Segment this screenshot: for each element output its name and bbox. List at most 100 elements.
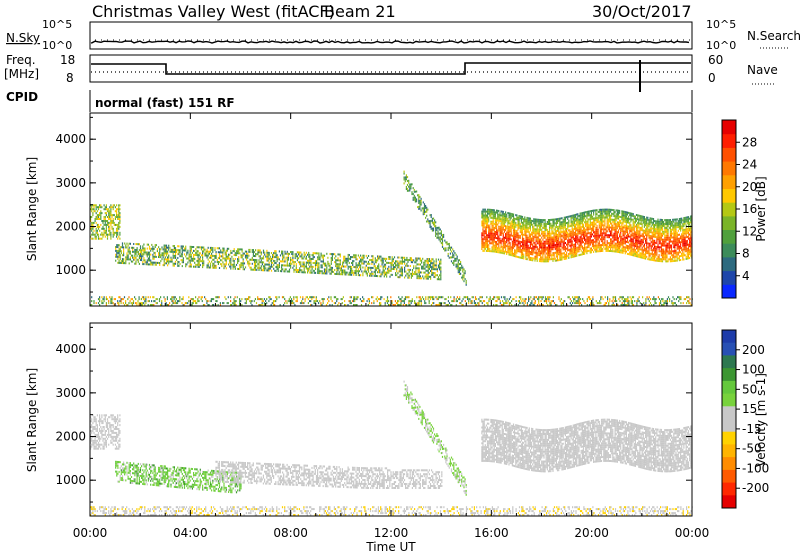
cell bbox=[103, 216, 105, 218]
cell bbox=[536, 236, 538, 239]
cell bbox=[520, 221, 522, 224]
cell bbox=[585, 238, 587, 241]
cell bbox=[581, 214, 583, 216]
cell bbox=[600, 246, 603, 249]
cell bbox=[367, 266, 370, 269]
cell bbox=[358, 270, 361, 273]
cell bbox=[573, 245, 576, 248]
cell bbox=[571, 228, 573, 231]
cell bbox=[629, 251, 631, 254]
cell bbox=[431, 270, 433, 272]
cell bbox=[526, 238, 528, 241]
cell bbox=[110, 231, 112, 234]
cell bbox=[348, 273, 350, 276]
cell bbox=[635, 231, 638, 234]
cell bbox=[524, 232, 526, 235]
cell bbox=[575, 217, 577, 220]
cell bbox=[110, 237, 112, 240]
cell bbox=[535, 246, 537, 248]
cell bbox=[624, 213, 626, 215]
cell bbox=[633, 242, 635, 245]
cell bbox=[437, 230, 439, 233]
cell bbox=[621, 249, 623, 252]
cell bbox=[533, 251, 535, 254]
cell bbox=[171, 248, 173, 251]
cell bbox=[516, 224, 518, 227]
cell bbox=[500, 226, 502, 229]
cell bbox=[526, 244, 528, 247]
cell bbox=[533, 257, 535, 260]
cell bbox=[624, 215, 626, 217]
cell bbox=[518, 234, 520, 237]
cell bbox=[537, 248, 539, 251]
cell bbox=[425, 265, 427, 268]
cell bbox=[588, 232, 590, 235]
cell bbox=[626, 211, 629, 214]
cell bbox=[170, 250, 172, 253]
cell bbox=[649, 229, 651, 232]
cell bbox=[568, 215, 570, 218]
cell bbox=[242, 254, 244, 257]
cell bbox=[610, 250, 612, 252]
cell bbox=[556, 220, 559, 222]
cell bbox=[632, 224, 634, 227]
cell bbox=[303, 251, 305, 254]
cell bbox=[570, 215, 572, 218]
cell bbox=[628, 217, 630, 220]
cell bbox=[312, 262, 314, 264]
cell bbox=[404, 178, 406, 181]
cell bbox=[174, 260, 177, 263]
cell bbox=[332, 253, 335, 256]
cell bbox=[626, 225, 629, 228]
cell bbox=[650, 231, 652, 234]
cell bbox=[617, 241, 620, 244]
cell bbox=[584, 250, 586, 253]
cell bbox=[652, 255, 655, 258]
cell bbox=[622, 210, 624, 213]
cell bbox=[427, 208, 429, 211]
cell bbox=[542, 250, 544, 253]
cell bbox=[633, 217, 635, 220]
cell bbox=[578, 232, 580, 235]
cell bbox=[564, 257, 566, 260]
cell bbox=[308, 261, 310, 264]
cell bbox=[576, 235, 578, 238]
cell bbox=[568, 235, 570, 238]
cell bbox=[437, 264, 440, 267]
cell bbox=[416, 267, 418, 270]
cell bbox=[590, 227, 592, 230]
cell bbox=[550, 242, 552, 245]
cell bbox=[482, 234, 484, 237]
cell bbox=[437, 236, 439, 239]
cell bbox=[422, 275, 424, 278]
cell bbox=[128, 258, 130, 261]
cell bbox=[515, 225, 517, 228]
cell bbox=[633, 248, 635, 251]
cell bbox=[485, 226, 487, 229]
cell bbox=[493, 217, 495, 220]
cell bbox=[538, 246, 541, 249]
cell bbox=[189, 263, 191, 266]
cell bbox=[630, 224, 632, 227]
cell bbox=[146, 263, 148, 266]
cell bbox=[645, 237, 647, 240]
cell bbox=[123, 246, 125, 249]
cell bbox=[626, 247, 629, 249]
cell bbox=[589, 216, 591, 219]
cell bbox=[584, 248, 586, 251]
cell bbox=[347, 273, 349, 276]
cell bbox=[220, 251, 222, 254]
cell bbox=[99, 229, 101, 232]
cell bbox=[629, 229, 631, 232]
cell bbox=[125, 262, 127, 265]
cell bbox=[393, 266, 396, 269]
cell bbox=[452, 248, 454, 251]
cell bbox=[540, 240, 542, 243]
cell bbox=[630, 228, 632, 231]
cell bbox=[124, 242, 126, 245]
cell bbox=[603, 214, 605, 217]
cell bbox=[300, 263, 302, 266]
cell bbox=[543, 223, 545, 225]
cell bbox=[103, 204, 105, 207]
cell bbox=[293, 264, 295, 267]
